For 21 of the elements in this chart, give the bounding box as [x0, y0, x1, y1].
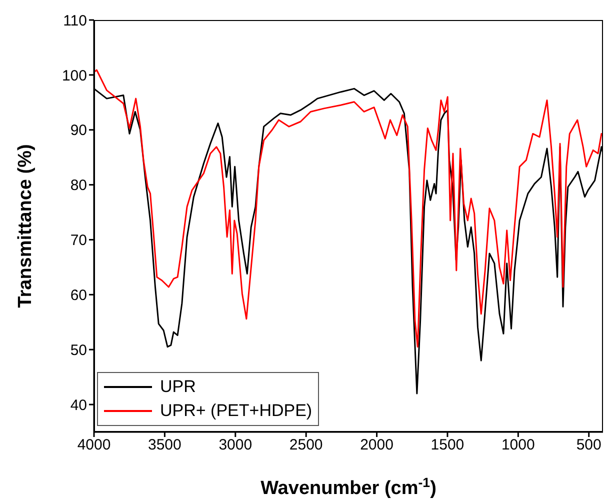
- y-tick-label: 110: [63, 12, 87, 30]
- y-tick-label: 90: [70, 122, 87, 140]
- legend-label: UPR: [160, 377, 196, 397]
- y-tick-label: 50: [70, 342, 87, 359]
- y-tick-label: 80: [70, 177, 87, 194]
- y-axis-title: Transmittance (%): [15, 144, 36, 308]
- x-tick-label: 1000: [501, 436, 535, 454]
- y-tick-label: 40: [70, 396, 87, 414]
- x-tick-label: 2500: [289, 436, 323, 454]
- y-tick-label: 100: [62, 67, 87, 84]
- x-tick-label: 3500: [148, 436, 182, 454]
- legend-label: UPR+ (PET+HDPE): [160, 401, 312, 421]
- x-tick-label: 4000: [77, 436, 111, 454]
- y-tick-label: 70: [70, 232, 87, 250]
- x-tick-label: 500: [576, 436, 602, 454]
- x-tick-label: 1500: [430, 436, 464, 454]
- line-series: [94, 69, 603, 348]
- x-axis-title: Wavenumber (cm$^{-1}$): [260, 474, 436, 499]
- x-tick-label: 2000: [360, 436, 394, 454]
- y-tick-label: 60: [70, 286, 87, 304]
- x-tick-label: 3000: [218, 436, 252, 454]
